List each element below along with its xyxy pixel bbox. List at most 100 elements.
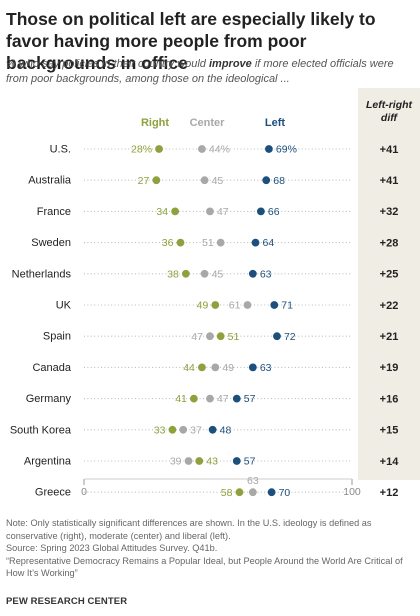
- left-dot: [248, 363, 257, 372]
- right-value-label: 43: [206, 456, 218, 468]
- country-label: Canada: [32, 362, 71, 374]
- right-dot: [176, 238, 185, 247]
- source-text: Source: Spring 2023 Global Attitudes Sur…: [6, 543, 218, 553]
- legend-diff: Left-right diff: [366, 99, 413, 124]
- legend-center: Center: [190, 117, 226, 129]
- center-dot: [216, 238, 225, 247]
- diff-value: +22: [380, 300, 399, 312]
- left-value-label: 48: [220, 424, 232, 436]
- right-dot: [168, 425, 177, 434]
- right-value-label: 27: [138, 175, 150, 187]
- right-dot: [181, 269, 190, 278]
- center-value-label: 61: [229, 300, 241, 312]
- note-text: Note: Only statistically significant dif…: [6, 518, 372, 541]
- diff-value: +12: [380, 487, 399, 499]
- dot-plot: RightCenterLeftLeft-rightdiff0100U.S.28%…: [10, 99, 413, 499]
- center-value-label: 37: [190, 424, 202, 436]
- diff-value: +25: [380, 269, 399, 281]
- country-label: UK: [56, 300, 72, 312]
- left-dot: [267, 488, 276, 497]
- center-dot: [248, 488, 257, 497]
- center-dot: [211, 363, 220, 372]
- left-value-label: 71: [281, 300, 293, 312]
- left-value-label: 57: [244, 393, 256, 405]
- left-dot: [273, 332, 281, 341]
- right-value-label: 28%: [131, 144, 152, 156]
- left-dot: [251, 238, 260, 247]
- country-label: Netherlands: [12, 268, 72, 280]
- country-label: Greece: [35, 487, 71, 499]
- center-dot: [206, 394, 214, 403]
- diff-value: +16: [380, 393, 399, 405]
- center-dot: [184, 457, 193, 465]
- diff-column-band: [358, 88, 420, 480]
- country-label: Sweden: [31, 237, 71, 249]
- left-dot: [262, 176, 271, 185]
- chart-notes: Note: Only statistically significant dif…: [6, 517, 416, 580]
- diff-value: +15: [380, 425, 399, 437]
- center-value-label: 47: [191, 331, 203, 343]
- center-dot: [200, 269, 209, 278]
- center-value-label: 63: [247, 475, 259, 487]
- country-label: France: [37, 206, 71, 218]
- center-value-label: 45: [212, 268, 224, 280]
- left-dot: [265, 145, 273, 153]
- right-dot: [235, 488, 244, 497]
- left-dot: [232, 394, 241, 403]
- right-value-label: 33: [154, 424, 166, 436]
- country-label: Spain: [43, 331, 71, 343]
- left-dot: [232, 457, 241, 465]
- subtitle-pre: % who say policies in their country woul…: [6, 58, 209, 70]
- center-value-label: 47: [217, 393, 229, 405]
- legend-right: Right: [141, 117, 169, 129]
- subtitle-emphasis: improve: [208, 58, 252, 70]
- right-value-label: 58: [221, 487, 233, 499]
- center-value-label: 44%: [209, 144, 230, 156]
- chart-subtitle: % who say policies in their country woul…: [6, 57, 414, 87]
- right-value-label: 49: [197, 300, 209, 312]
- right-value-label: 41: [175, 393, 187, 405]
- brand-logo-text: PEW RESEARCH CENTER: [6, 596, 128, 607]
- left-dot: [270, 301, 279, 309]
- right-dot: [211, 301, 220, 309]
- right-value-label: 51: [228, 331, 240, 343]
- subtitle-post: if more elected officials were from poor…: [6, 58, 394, 85]
- diff-value: +32: [380, 206, 399, 218]
- right-dot: [152, 176, 161, 185]
- center-value-label: 49: [222, 362, 234, 374]
- country-label: Argentina: [24, 456, 72, 468]
- center-dot: [243, 301, 252, 309]
- country-label: South Korea: [10, 424, 72, 436]
- right-dot: [155, 145, 163, 153]
- left-value-label: 70: [279, 487, 291, 499]
- center-value-label: 45: [212, 175, 224, 187]
- center-dot: [206, 332, 214, 341]
- x-tick-label: 100: [343, 486, 361, 498]
- right-dot: [198, 363, 206, 372]
- left-value-label: 68: [273, 175, 285, 187]
- left-value-label: 72: [284, 331, 296, 343]
- center-dot: [198, 145, 206, 153]
- right-value-label: 36: [162, 237, 174, 249]
- right-dot: [195, 457, 204, 465]
- center-value-label: 39: [170, 456, 182, 468]
- left-value-label: 63: [260, 268, 272, 280]
- left-value-label: 57: [244, 456, 256, 468]
- diff-value: +21: [380, 331, 399, 343]
- center-dot: [206, 207, 214, 216]
- diff-value: +14: [380, 456, 400, 468]
- diff-value: +19: [380, 362, 399, 374]
- left-dot: [248, 269, 257, 278]
- left-value-label: 63: [260, 362, 272, 374]
- right-value-label: 34: [156, 206, 168, 218]
- right-value-label: 38: [167, 268, 179, 280]
- center-dot: [179, 425, 188, 434]
- diff-value: +41: [380, 175, 399, 187]
- left-value-label: 66: [268, 206, 280, 218]
- country-label: U.S.: [50, 144, 71, 156]
- center-dot: [200, 176, 209, 185]
- left-dot: [256, 207, 265, 216]
- center-value-label: 51: [202, 237, 214, 249]
- right-dot: [171, 207, 180, 216]
- report-title: “Representative Democracy Remains a Popu…: [6, 555, 403, 579]
